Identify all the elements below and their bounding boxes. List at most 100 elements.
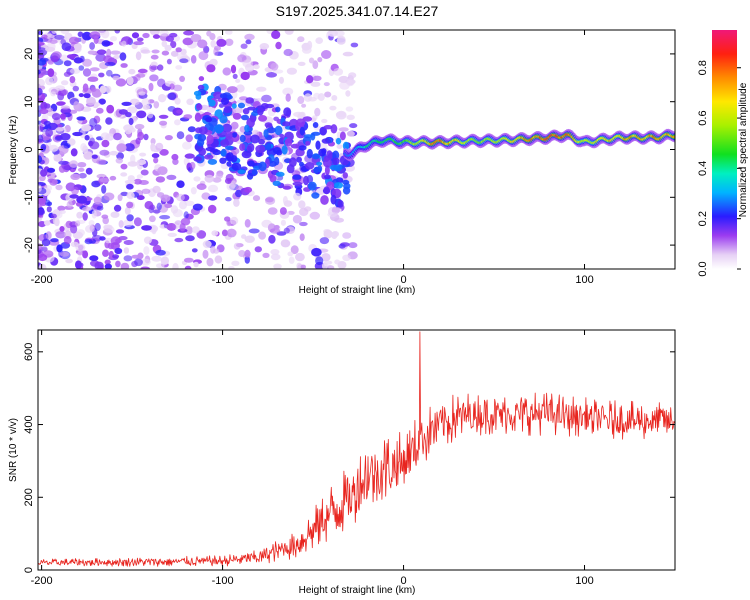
spectrogram-cell: [38, 87, 43, 96]
spectrogram-cell: [272, 180, 281, 186]
spectrogram-cell: [232, 112, 242, 120]
spectrogram-cell: [136, 174, 144, 179]
spectrogram-cell: [135, 51, 142, 61]
spectrogram-cell: [136, 195, 145, 201]
spectrogram-cell: [48, 144, 59, 152]
spectrogram-cell: [334, 182, 344, 189]
spectrogram-cell: [210, 245, 216, 254]
spectrogram-cell: [297, 36, 305, 43]
spectrogram-cell: [70, 148, 78, 157]
spectrogram-cell: [152, 209, 161, 214]
spectrogram-cell: [253, 165, 261, 171]
spectrogram-cell: [73, 101, 80, 110]
spectrogram-cell: [223, 106, 233, 114]
spectrogram-cell: [243, 186, 253, 193]
spectrogram-cell: [231, 132, 238, 138]
snr-panel: -200 -100 0 100 0 200 400 600 Height of straig…: [8, 329, 676, 596]
colorbar-ticks: 0.0 0.2 0.4 0.6 0.8: [697, 60, 741, 277]
spectrogram-cell: [186, 98, 194, 106]
spectrogram-cell: [261, 94, 272, 103]
spectrogram-cell: [51, 179, 58, 185]
spectrogram-y-tick-label: 10: [23, 96, 35, 108]
spectrogram-cell: [156, 202, 162, 211]
spectrogram-cell: [89, 67, 100, 72]
spectrogram-cell: [159, 30, 169, 37]
spectrogram-cell: [226, 152, 234, 162]
spectrogram-cell: [139, 152, 147, 157]
spectrogram-cell: [180, 48, 187, 56]
spectrogram-cell: [333, 164, 342, 172]
spectrogram-cell: [179, 75, 186, 82]
spectrogram-cell: [221, 97, 229, 106]
spectrogram-cell: [312, 153, 320, 160]
snr-frame: [37, 329, 676, 571]
spectrogram-cell: [69, 76, 76, 84]
colorbar-tick-label: 0.4: [697, 161, 709, 176]
spectrogram-cell: [244, 249, 251, 258]
spectrogram-cell: [184, 257, 194, 263]
colorbar-gradient: [712, 30, 737, 269]
spectrogram-cell: [38, 124, 44, 132]
spectrogram-cell: [269, 174, 277, 183]
spectrogram-cell: [197, 133, 207, 142]
spectrogram-cell: [99, 177, 110, 183]
spectrogram-cell: [342, 51, 354, 57]
spectrogram-cell: [299, 207, 309, 217]
spectrogram-cell: [45, 128, 53, 137]
spectrogram-cell: [87, 76, 99, 82]
spectrogram-cell: [126, 214, 134, 222]
spectrogram-cell: [324, 91, 332, 98]
spectrogram-cell: [313, 166, 320, 174]
spectrogram-cell: [72, 231, 83, 239]
spectrogram-cell: [159, 120, 168, 126]
spectrogram-cell: [196, 230, 207, 239]
spectrogram-cell: [189, 161, 196, 170]
spectrogram-cell: [270, 62, 279, 71]
spectrogram-cell: [103, 226, 115, 233]
spectrogram-cell: [331, 95, 338, 101]
spectrogram-cell: [82, 145, 89, 154]
spectrogram-cell: [242, 108, 250, 115]
spectrogram-cell: [60, 113, 66, 120]
spectrogram-cell: [89, 31, 101, 39]
spectrogram-cell: [72, 131, 83, 137]
spectrogram-cell: [89, 255, 99, 262]
spectrogram-cell: [319, 237, 330, 245]
spectrogram-cell: [38, 243, 43, 251]
spectrogram-cell: [185, 235, 195, 242]
spectrogram-cell: [216, 38, 227, 47]
spectrogram-cell: [136, 159, 147, 166]
spectrogram-cell: [140, 258, 151, 266]
spectrogram-cell: [348, 242, 358, 249]
spectrogram-cell: [306, 148, 313, 159]
spectrogram-y-ticks: -20 -10 0 10 20: [23, 48, 675, 253]
spectrogram-cell: [206, 30, 212, 37]
spectrogram-cell: [38, 221, 46, 228]
spectrogram-cell: [113, 132, 122, 141]
spectrogram-cell: [180, 217, 191, 226]
spectrogram-cell: [237, 169, 246, 174]
spectrogram-cell: [65, 258, 73, 264]
spectrogram-cell: [63, 60, 72, 67]
spectrogram-cell: [59, 209, 66, 214]
spectrogram-y-tick-label: 20: [23, 48, 35, 60]
spectrogram-cell: [235, 78, 241, 83]
spectrogram-cell: [153, 101, 160, 109]
spectrogram-cell: [140, 266, 150, 269]
spectrogram-cell: [114, 30, 121, 34]
spectrogram-cell: [182, 141, 192, 150]
spectrogram-cell: [207, 106, 216, 113]
spectrogram-cell: [239, 143, 246, 151]
spectrogram-cell: [193, 90, 202, 96]
spectrogram-cell: [244, 219, 251, 228]
spectrogram-cell: [104, 259, 111, 265]
spectrogram-cell: [183, 114, 193, 120]
spectrogram-cell: [141, 225, 153, 231]
spectrogram-cell: [204, 154, 214, 160]
spectrogram-cell: [281, 239, 287, 246]
spectrogram-cell: [71, 186, 79, 195]
spectrogram-cell: [207, 158, 218, 165]
spectrogram-cell: [106, 48, 112, 58]
spectrogram-cell: [193, 156, 202, 162]
